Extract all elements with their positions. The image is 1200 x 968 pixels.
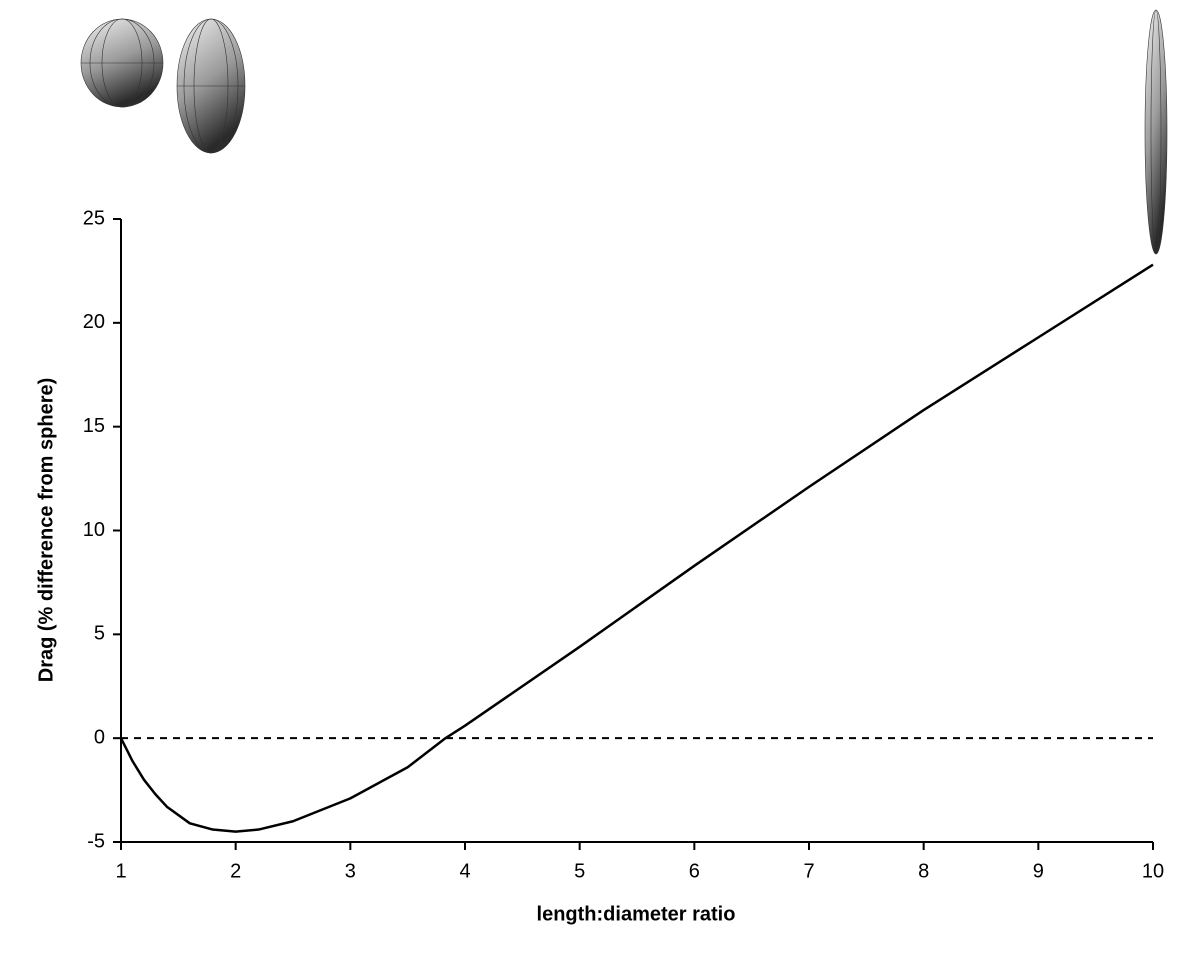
x-tick-label: 1 (115, 860, 126, 882)
y-axis-label: Drag (% difference from sphere) (35, 378, 57, 683)
y-tick-label: 15 (83, 415, 105, 437)
x-tick-label: 10 (1142, 860, 1164, 882)
elongated-spheroid-icon (1144, 9, 1168, 255)
y-tick-label: 20 (83, 311, 105, 333)
y-tick-label: 0 (94, 726, 105, 748)
spheroid-icons (80, 9, 1168, 255)
y-tick-label: -5 (87, 830, 105, 852)
x-tick-label: 6 (689, 860, 700, 882)
x-tick-label: 5 (574, 860, 585, 882)
data-line (119, 263, 1154, 833)
x-tick-label: 3 (345, 860, 356, 882)
x-tick-label: 9 (1033, 860, 1044, 882)
x-axis-label: length:diameter ratio (537, 903, 736, 925)
x-tick-label: 8 (918, 860, 929, 882)
x-tick-label: 7 (803, 860, 814, 882)
x-tick-label: 2 (230, 860, 241, 882)
y-tick-label: 25 (83, 207, 105, 229)
x-tick-label: 4 (459, 860, 470, 882)
y-tick-label: 5 (94, 623, 105, 645)
elongated-meridian (1150, 9, 1162, 255)
y-tick-label: 10 (83, 519, 105, 541)
